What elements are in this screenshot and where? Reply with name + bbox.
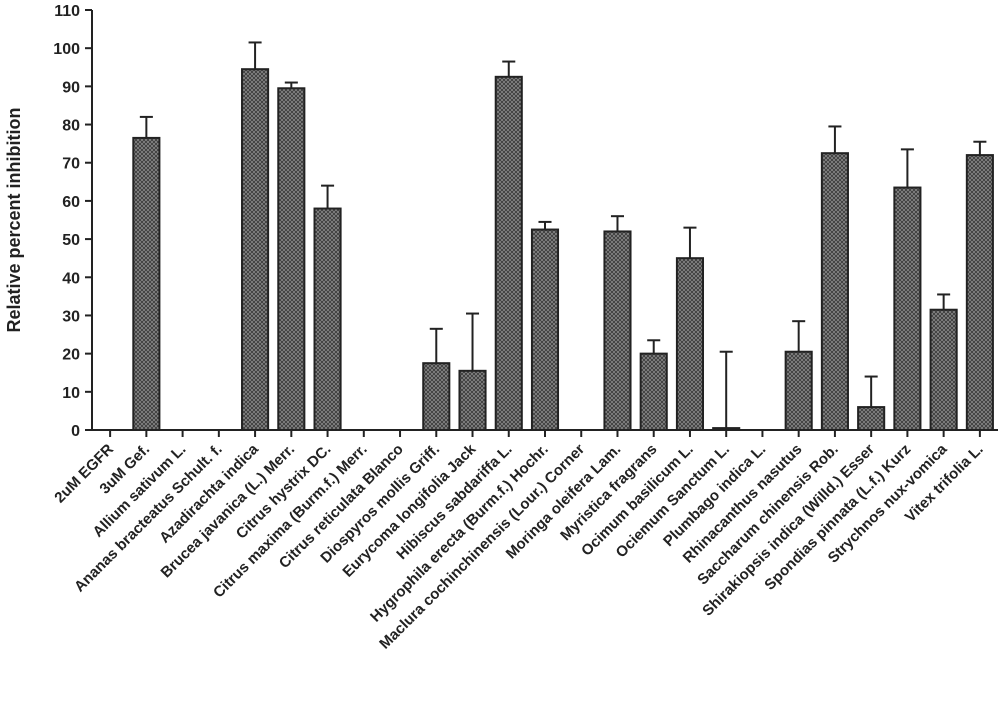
bars-layer [132, 68, 994, 432]
y-tick-label: 70 [62, 156, 80, 173]
bar [857, 406, 886, 432]
y-tick-label: 60 [62, 194, 80, 211]
y-tick-label: 110 [54, 3, 80, 20]
y-tick-label: 20 [62, 347, 80, 364]
bar [241, 68, 270, 431]
y-ticks: 0 10 20 30 40 50 60 70 80 90 100 110 [53, 3, 92, 440]
bar [603, 230, 632, 431]
bar [530, 228, 560, 431]
y-tick-label: 100 [53, 41, 80, 58]
y-tick-label: 30 [62, 308, 80, 325]
bar [313, 207, 342, 431]
bar [639, 352, 668, 431]
error-bars-layer [139, 41, 987, 429]
bar [458, 369, 487, 431]
bar [132, 136, 161, 431]
y-tick-label: 80 [62, 118, 80, 135]
bar [893, 186, 922, 431]
y-tick-label: 50 [62, 232, 80, 249]
bar [675, 257, 705, 431]
bar [422, 362, 451, 432]
bar [494, 75, 523, 432]
bar [929, 308, 958, 431]
y-tick-label: 40 [62, 270, 80, 287]
y-tick-label: 10 [62, 385, 80, 402]
bar [277, 87, 306, 431]
bar [784, 350, 813, 431]
y-tick-label: 0 [71, 423, 80, 440]
bar [965, 154, 994, 431]
y-axis-label: Relative percent inhibition [4, 107, 24, 332]
bar [820, 152, 849, 431]
y-tick-label: 90 [62, 79, 80, 96]
